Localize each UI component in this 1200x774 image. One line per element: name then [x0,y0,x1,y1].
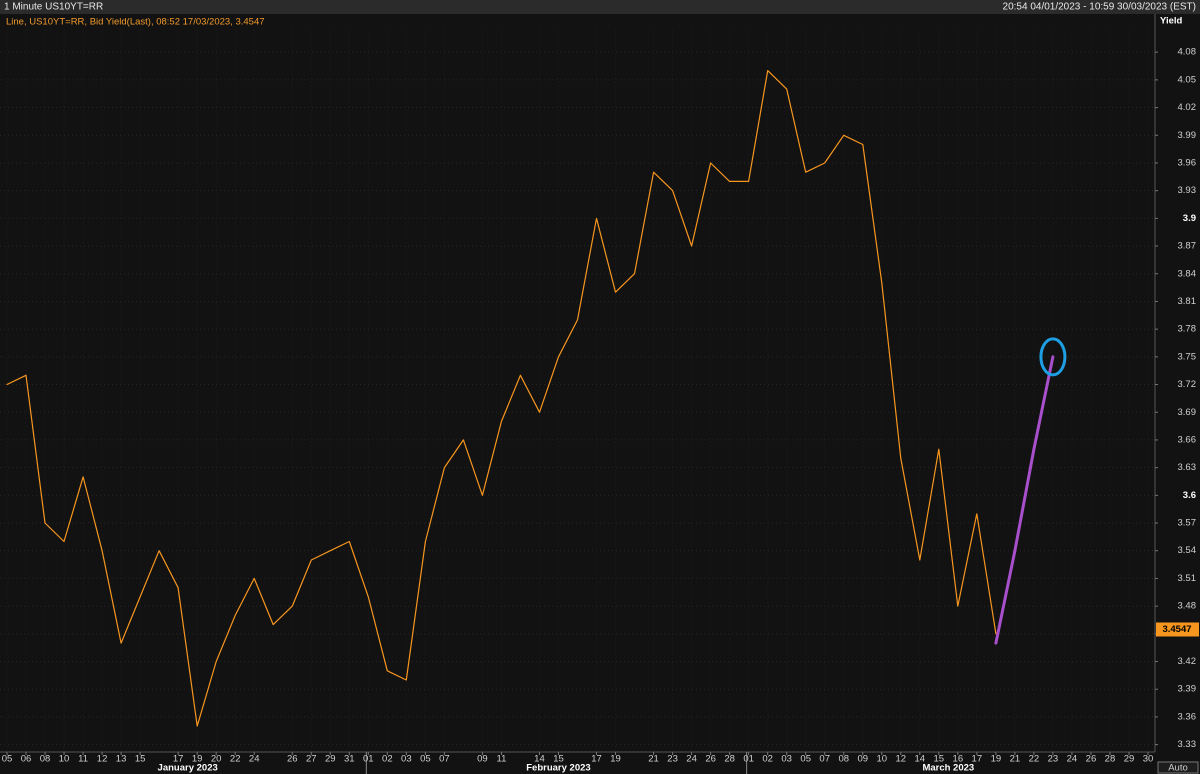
x-tick-label: 22 [1029,754,1040,765]
x-tick-label: 30 [1143,754,1154,765]
x-tick-label: 08 [40,754,51,765]
y-tick-label: 3.81 [1178,296,1197,307]
x-tick-label: 13 [116,754,127,765]
x-tick-label: 08 [838,754,849,765]
x-tick-label: 12 [97,754,108,765]
x-tick-label: 03 [401,754,412,765]
y-tick-label: 3.78 [1178,324,1197,335]
y-tick-label: 3.84 [1178,268,1197,279]
x-tick-label: 28 [1105,754,1116,765]
target-circle [1039,337,1067,377]
y-tick-label: 3.72 [1178,379,1197,390]
chart-title: 1 Minute US10YT=RR [4,2,103,13]
x-tick-label: 21 [648,754,659,765]
y-tick-label: 3.57 [1178,518,1197,529]
x-tick-label: 11 [78,754,88,765]
x-tick-label: 15 [135,754,146,765]
legend-entry: Line, US10YT=RR, Bid Yield(Last), 08:52 … [6,17,265,28]
x-tick-label: 09 [857,754,868,765]
y-tick-label: 3.99 [1178,130,1197,141]
y-tick-label: 3.36 [1178,711,1197,722]
y-tick-label: 4.08 [1178,47,1197,58]
x-tick-label: 27 [306,754,317,765]
x-tick-label: 28 [724,754,735,765]
x-tick-label: 24 [686,754,697,765]
x-tick-label: 12 [895,754,906,765]
x-tick-label: 24 [1067,754,1078,765]
x-tick-label: 07 [819,754,830,765]
annotation-line [994,355,1055,645]
x-tick-label: 02 [382,754,393,765]
month-label: January 2023 [158,763,218,774]
x-tick-label: 15 [934,754,945,765]
x-tick-label: 16 [953,754,964,765]
y-tick-label: 4.05 [1178,74,1197,85]
y-tick-label: 3.6 [1183,490,1196,501]
header-bar [0,0,1200,14]
x-tick-label: 24 [249,754,260,765]
x-tick-label: 19 [610,754,621,765]
y-tick-label: 3.96 [1178,157,1197,168]
x-tick-label: 10 [876,754,887,765]
x-tick-label: 09 [477,754,488,765]
x-tick-label: 10 [59,754,70,765]
x-tick-label: 02 [762,754,773,765]
y-tick-label: 3.93 [1178,185,1197,196]
x-tick-label: 01 [363,754,374,765]
x-tick-label: 26 [1086,754,1097,765]
y-tick-label: 3.51 [1178,573,1197,584]
auto-button[interactable] [1157,761,1199,774]
x-tick-label: 05 [420,754,431,765]
y-tick-label: 3.9 [1183,213,1196,224]
x-tick-label: 21 [1010,754,1021,765]
auto-button-label[interactable]: Auto [1168,763,1188,774]
y-tick-label: 3.66 [1178,434,1197,445]
x-tick-label: 22 [230,754,241,765]
y-tick-label: 3.42 [1178,656,1197,667]
x-tick-label: 19 [991,754,1002,765]
y-tick-label: 3.69 [1178,407,1197,418]
y-tick-label: 3.48 [1178,601,1197,612]
x-tick-label: 11 [496,754,506,765]
y-tick-label: 3.87 [1178,241,1197,252]
x-tick-label: 17 [591,754,602,765]
x-tick-label: 23 [667,754,678,765]
x-tick-label: 31 [344,754,355,765]
last-value-box [1156,622,1199,637]
y-tick-label: 4.02 [1178,102,1197,113]
x-tick-label: 17 [972,754,983,765]
y-tick-label: 3.39 [1178,684,1197,695]
x-tick-label: 03 [781,754,792,765]
y-tick-label: 3.75 [1178,351,1197,362]
x-tick-label: 05 [2,754,13,765]
y-tick-label: 3.54 [1178,545,1197,556]
x-tick-label: 15 [553,754,564,765]
x-tick-label: 01 [743,754,754,765]
x-tick-label: 14 [915,754,926,765]
x-tick-label: 05 [800,754,811,765]
y-tick-label: 3.63 [1178,462,1197,473]
x-tick-label: 19 [192,754,203,765]
month-label: February 2023 [526,763,590,774]
last-value-label: 3.4547 [1162,624,1191,635]
range-label: 20:54 04/01/2023 - 10:59 30/03/2023 (EST… [1003,2,1196,13]
x-tick-label: 29 [1124,754,1135,765]
x-tick-label: 07 [439,754,450,765]
x-tick-label: 26 [287,754,298,765]
x-tick-label: 29 [325,754,336,765]
x-tick-label: 14 [534,754,545,765]
price-line [6,70,997,727]
x-tick-label: 17 [173,754,184,765]
x-tick-label: 20 [211,754,222,765]
x-tick-label: 06 [21,754,32,765]
x-tick-label: 23 [1048,754,1059,765]
y-tick-label: 3.33 [1178,739,1197,750]
y-axis-label: Yield [1160,16,1183,27]
month-label: March 2023 [922,763,974,774]
x-tick-label: 26 [705,754,716,765]
